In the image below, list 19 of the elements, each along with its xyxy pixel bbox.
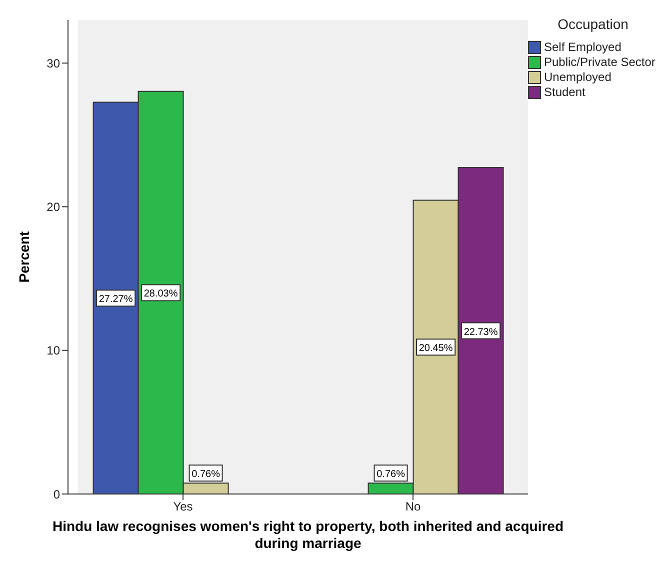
data-label: 0.76%: [376, 469, 406, 480]
y-tick-label: 20: [46, 200, 60, 214]
y-tick-label: 30: [46, 56, 60, 70]
data-label: 0.76%: [192, 469, 220, 480]
x-axis-title: Hindu law recognises women's right to property, both inherited and acquired during marriage: [51, 518, 564, 552]
legend-label: Self Employed: [544, 40, 622, 55]
y-tick-label: 0: [53, 487, 60, 502]
y-axis-title: Percent: [16, 230, 32, 283]
data-label: 28.03%: [144, 288, 178, 300]
data-label: 20.45%: [418, 343, 453, 354]
data-label: 27.27%: [98, 294, 133, 306]
legend-label: Student: [544, 85, 586, 100]
x-tick-label: Yes: [173, 500, 193, 514]
legend-label: Public/Private Sector: [544, 55, 656, 70]
x-tick-label: No: [405, 500, 421, 514]
legend-label: Unemployed: [544, 70, 612, 85]
legend-title: Occupation: [556, 16, 630, 32]
y-tick-label: 10: [46, 344, 60, 358]
data-label: 22.73%: [464, 326, 498, 338]
